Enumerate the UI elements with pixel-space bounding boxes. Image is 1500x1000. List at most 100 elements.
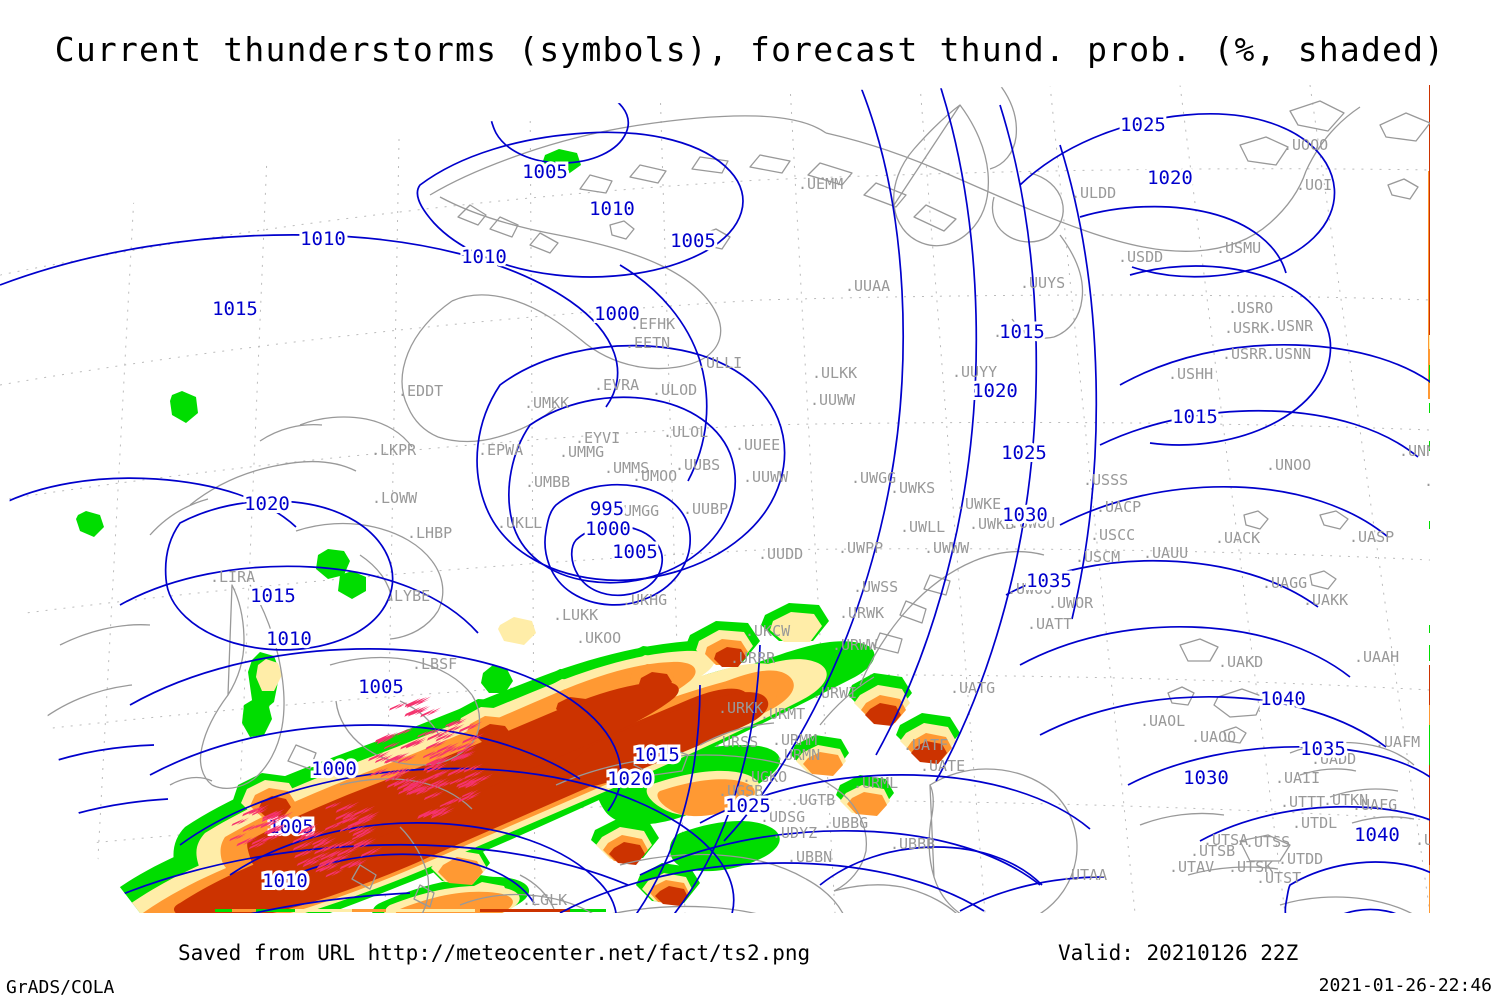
station-label: .UTDD bbox=[1278, 850, 1323, 868]
station-label: .URRR bbox=[730, 649, 776, 667]
station-label: .ULDD bbox=[1071, 184, 1116, 202]
valid-time-text: Valid: 20210126 22Z bbox=[1058, 941, 1299, 965]
station-label: .USNR bbox=[1268, 317, 1314, 335]
station-label: .UAKK bbox=[1303, 591, 1348, 609]
lightning-icon bbox=[380, 768, 400, 778]
isobar-label-layer: 1005100510101010101010101010101010051005… bbox=[209, 111, 1403, 895]
station-label: .UAFM bbox=[1375, 733, 1420, 751]
lightning-icon bbox=[442, 744, 464, 755]
station-label: .UTAV bbox=[1169, 858, 1214, 876]
isobar-label: 1025 bbox=[1120, 114, 1166, 136]
station-label: .UMOO bbox=[632, 467, 677, 485]
isobar-label-halo: 1010 bbox=[589, 198, 635, 220]
station-label: .UGTB bbox=[790, 791, 835, 809]
lightning-icon bbox=[429, 777, 449, 787]
map-svg: .UEMM .ULDD .UOOO .UOI .USDD .UUYS .USMU .UUAA.… bbox=[0, 85, 1444, 913]
station-label: .UNOO bbox=[1266, 456, 1311, 474]
station-label: .UDSG bbox=[760, 808, 805, 826]
station-label: .UTSS bbox=[1245, 833, 1290, 851]
lightning-icon bbox=[464, 769, 485, 780]
lightning-icon bbox=[384, 771, 407, 783]
lightning-icon bbox=[311, 836, 332, 846]
station-label: .UATE bbox=[920, 757, 965, 775]
lightning-icon bbox=[423, 760, 447, 772]
thunder-probability-shading bbox=[65, 85, 1430, 913]
lightning-icon bbox=[405, 738, 427, 749]
lightning-icon bbox=[385, 752, 410, 764]
page-title: Current thunderstorms (symbols), forecas… bbox=[54, 30, 1446, 69]
station-label: .USCC bbox=[1090, 526, 1135, 544]
lightning-icon bbox=[360, 846, 383, 858]
lightning-icon bbox=[435, 731, 457, 742]
station-label: .UUWW bbox=[743, 468, 789, 486]
station-label: .LOWW bbox=[372, 489, 418, 507]
lightning-icon bbox=[383, 741, 402, 750]
isobar-label-halo: 1005 bbox=[358, 676, 404, 698]
lightning-icon bbox=[456, 744, 478, 755]
isobar-label-halo: 1000 bbox=[311, 758, 357, 780]
isobar-label-halo: 1005 bbox=[670, 230, 716, 252]
lightning-icon bbox=[242, 823, 261, 833]
isobar-label: 1000 bbox=[311, 758, 357, 780]
lightning-icon bbox=[339, 823, 357, 832]
station-label: .UTKN bbox=[1323, 791, 1368, 809]
station-label: .UNNT bbox=[1399, 442, 1444, 460]
isobar-label: 1010 bbox=[300, 228, 346, 250]
station-label: .UWLL bbox=[900, 518, 945, 536]
lightning-icon bbox=[351, 832, 369, 841]
lightning-icon bbox=[406, 784, 429, 796]
station-label: .UWKS bbox=[890, 479, 935, 497]
isobar-label-halo: 1020 bbox=[972, 380, 1018, 402]
station-label: .UBBN bbox=[787, 848, 832, 866]
lightning-icon bbox=[267, 823, 286, 833]
station-label: .LUKK bbox=[553, 606, 598, 624]
lightning-icon bbox=[339, 858, 363, 870]
station-label: .UWUU bbox=[1010, 514, 1055, 532]
lightning-icon bbox=[447, 718, 468, 728]
isobar-label: 1020 bbox=[244, 493, 290, 515]
station-label: .UEMM bbox=[798, 175, 843, 193]
lightning-icon bbox=[426, 729, 451, 741]
lightning-icon bbox=[292, 839, 316, 851]
station-label: .UMBB bbox=[525, 473, 570, 491]
station-label: .UAII bbox=[1275, 769, 1320, 787]
lightning-icon bbox=[327, 848, 345, 857]
station-label: .UUYS bbox=[1020, 274, 1065, 292]
station-label: .USRK bbox=[1224, 319, 1269, 337]
isobar-label: 1015 bbox=[250, 585, 296, 607]
station-label: .UBBB bbox=[890, 835, 935, 853]
weather-map: .UEMM .ULDD .UOOO .UOI .USDD .UUYS .USMU .UUAA.… bbox=[0, 85, 1500, 913]
station-label: .USCM bbox=[1075, 548, 1120, 566]
station-label: .UKOO bbox=[576, 629, 621, 647]
lightning-icon bbox=[251, 834, 273, 846]
station-label: .UTSK bbox=[1228, 858, 1273, 876]
lightning-icon bbox=[439, 799, 458, 808]
lightning-icon bbox=[420, 707, 442, 718]
lightning-icon bbox=[302, 857, 324, 868]
isobar-label: 1035 bbox=[1026, 570, 1072, 592]
station-label: .UMGG bbox=[614, 502, 659, 520]
isobar-label: 1040 bbox=[1354, 824, 1400, 846]
station-label: .UWSS bbox=[853, 578, 898, 596]
station-label: .UATT bbox=[1027, 615, 1072, 633]
lightning-icon bbox=[424, 727, 443, 736]
lightning-icon bbox=[406, 781, 428, 791]
station-label: .URMM bbox=[772, 731, 817, 749]
isobar-label: 1000 bbox=[585, 518, 631, 540]
isobar-label-halo: 1015 bbox=[634, 744, 680, 766]
lightning-icon bbox=[248, 839, 269, 850]
lightning-icon bbox=[407, 705, 431, 717]
lightning-icon bbox=[461, 733, 485, 744]
isobar-label: 1015 bbox=[634, 744, 680, 766]
station-label: .LIRA bbox=[210, 568, 255, 586]
station-label: .USMU bbox=[1216, 239, 1261, 257]
station-label: .LGLK bbox=[522, 891, 567, 909]
station-label: .LKPR bbox=[371, 441, 417, 459]
lightning-icon bbox=[423, 790, 445, 801]
station-label: .UWOR bbox=[1048, 594, 1094, 612]
station-label: .UKLL bbox=[497, 514, 542, 532]
isobar-label: 1020 bbox=[607, 768, 653, 790]
station-label: .UUAA bbox=[845, 277, 890, 295]
saved-from-url-text: Saved from URL http://meteocenter.net/fa… bbox=[178, 941, 811, 965]
lightning-icon bbox=[311, 851, 331, 861]
